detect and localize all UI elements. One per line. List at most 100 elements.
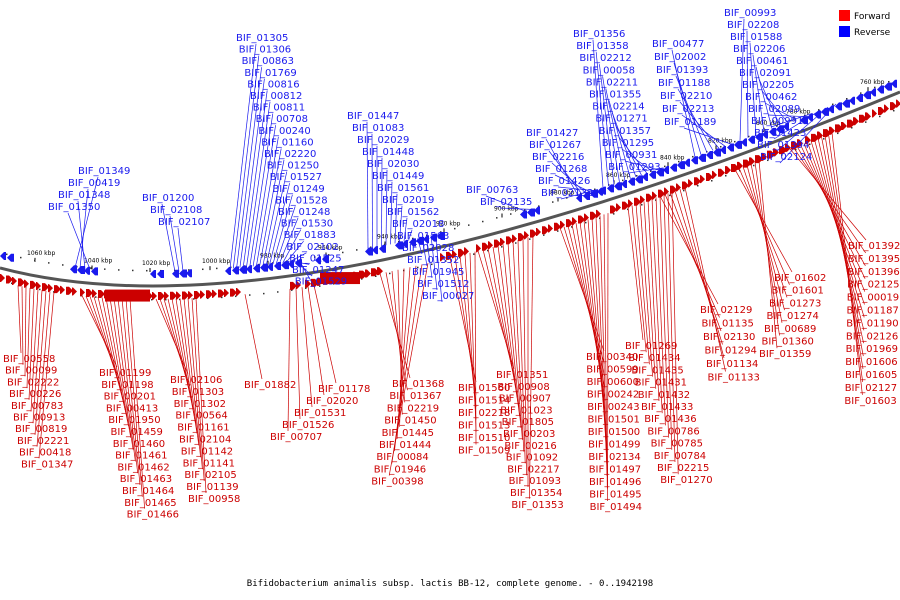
forward-gene-arrow xyxy=(548,224,553,233)
gene-label: BIF_01588 xyxy=(730,32,782,43)
legend-reverse-swatch xyxy=(839,26,850,37)
minor-tick xyxy=(314,256,316,258)
forward-gene-arrow xyxy=(440,253,445,262)
gene-label: BIF_01601 xyxy=(772,286,824,297)
gene-label: BIF_02107 xyxy=(158,217,210,228)
minor-tick xyxy=(384,243,386,246)
minor-tick xyxy=(753,164,755,167)
reverse-gene-arrow xyxy=(755,133,763,142)
forward-gene-arrow xyxy=(158,291,165,300)
leader-line xyxy=(679,101,720,149)
gene-label: BIF_01465 xyxy=(124,498,176,509)
minor-tick xyxy=(851,127,853,129)
forward-gene-arrow xyxy=(182,291,189,300)
leader-line xyxy=(796,146,866,266)
forward-gene-arrow xyxy=(446,251,453,260)
minor-tick xyxy=(277,291,279,293)
forward-gene-arrow xyxy=(290,281,297,290)
forward-gene-arrow xyxy=(676,183,681,192)
gene-label: BIF_00418 xyxy=(19,448,71,459)
leader-line xyxy=(171,298,196,422)
gene-label: BIF_02134 xyxy=(588,452,640,463)
gene-label: BIF_01178 xyxy=(318,384,370,395)
leader-line xyxy=(487,248,518,393)
gene-label: BIF_02102 xyxy=(286,242,338,253)
gene-label: BIF_01561 xyxy=(377,183,429,194)
leader-line xyxy=(643,201,657,389)
gene-label: BIF_01448 xyxy=(362,147,414,158)
leader-line xyxy=(249,113,274,267)
forward-gene-arrow xyxy=(0,274,5,282)
forward-gene-arrow xyxy=(188,291,193,300)
gene-label: BIF_01501 xyxy=(588,415,640,426)
leader-line xyxy=(671,191,679,475)
forward-gene-arrow xyxy=(896,99,900,108)
leader-line xyxy=(677,88,714,151)
label-leader-lines xyxy=(17,18,867,509)
leader-line xyxy=(36,291,51,447)
leader-line xyxy=(385,169,388,246)
gene-label: BIF_01882 xyxy=(244,380,296,391)
gene-label: BIF_02210 xyxy=(660,91,712,102)
gene-label: BIF_01500 xyxy=(588,427,640,438)
tick-label: 880 kbp xyxy=(550,190,575,197)
gene-label: BIF_02216 xyxy=(532,152,584,163)
gene-label: BIF_01269 xyxy=(625,341,677,352)
minor-tick xyxy=(650,170,652,172)
leader-line xyxy=(663,194,673,450)
forward-gene-arrow xyxy=(506,236,513,245)
forward-gene-arrow xyxy=(24,279,29,288)
forward-gene-arrow xyxy=(194,290,201,299)
gene-label: BIF_01294 xyxy=(705,346,757,357)
gene-label: BIF_00811 xyxy=(253,103,305,114)
gene-label: BIF_02018 xyxy=(392,219,444,230)
leader-line xyxy=(21,286,24,365)
forward-gene-arrow xyxy=(500,238,505,247)
leader-line xyxy=(605,88,626,181)
forward-gene-arrow xyxy=(80,288,85,297)
gene-label: BIF_01368 xyxy=(392,379,444,390)
gene-label: BIF_02218 xyxy=(458,408,510,419)
minor-tick xyxy=(683,189,685,192)
leader-line xyxy=(301,287,313,408)
gene-label: BIF_01189 xyxy=(664,117,716,128)
leader-line xyxy=(603,214,608,489)
leader-line xyxy=(507,242,523,440)
reverse-gene-arrow xyxy=(157,269,164,278)
gene-label: BIF_01529 xyxy=(295,277,347,288)
gene-label: BIF_01769 xyxy=(244,68,296,79)
minor-tick xyxy=(571,226,573,228)
gene-label: BIF_01351 xyxy=(496,370,548,381)
gene-label: BIF_01141 xyxy=(183,458,235,469)
gene-label: BIF_01510 xyxy=(458,433,510,444)
gene-label: BIF_00413 xyxy=(106,403,158,414)
minor-tick xyxy=(804,114,806,117)
leader-line xyxy=(307,286,325,396)
forward-gene-arrow xyxy=(890,102,897,111)
gene-label: BIF_01950 xyxy=(108,415,160,426)
forward-gene-arrow xyxy=(224,289,229,298)
reverse-gene-arrow xyxy=(621,179,627,188)
leader-line xyxy=(512,241,525,452)
minor-tick xyxy=(566,197,568,199)
tick-label: 900 kbp xyxy=(494,205,519,212)
minor-tick xyxy=(216,267,218,270)
reverse-gene-arrow xyxy=(534,206,540,215)
gene-label: BIF_01526 xyxy=(282,420,334,431)
minor-tick xyxy=(20,256,22,259)
leader-line xyxy=(599,64,615,185)
forward-gene-arrow xyxy=(596,209,601,218)
forward-gene-arrow xyxy=(749,157,755,166)
gene-label: BIF_00027 xyxy=(422,291,474,302)
forward-gene-arrow xyxy=(12,277,17,286)
minor-tick xyxy=(417,266,419,269)
forward-gene-arrow xyxy=(578,215,585,224)
leader-line xyxy=(618,136,648,174)
leader-line xyxy=(817,138,864,344)
legend-forward-swatch xyxy=(839,10,850,21)
gene-label: BIF_00689 xyxy=(764,324,816,335)
leader-line xyxy=(113,297,136,462)
leader-line xyxy=(635,204,650,365)
minor-tick xyxy=(538,205,540,207)
forward-gene-arrow xyxy=(524,231,529,240)
